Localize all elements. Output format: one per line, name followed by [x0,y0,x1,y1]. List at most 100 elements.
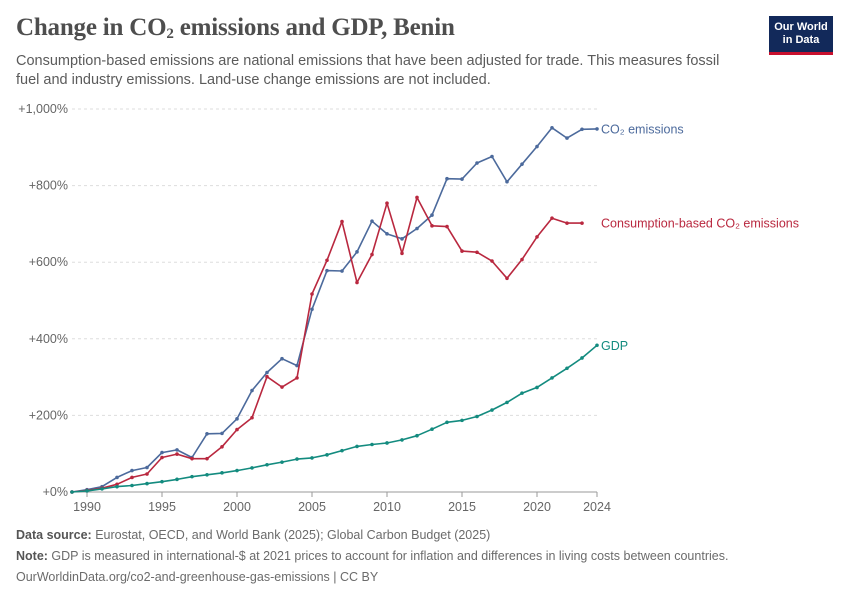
series-label-co-emissions: CO₂ emissions [601,122,684,136]
data-point [535,385,539,390]
owid-logo[interactable]: Our World in Data [769,16,833,55]
data-point [400,251,404,256]
data-point [565,366,569,371]
data-source: Data source: Eurostat, OECD, and World B… [16,528,491,542]
data-point [370,442,374,447]
data-point [220,445,224,449]
axis-labels: +0% +200% +400% +600% +800% +1,000% 1990 1995 20… [18,102,611,514]
data-point [160,450,164,455]
data-point [310,307,314,312]
data-point [520,162,524,166]
data-point [205,472,209,477]
data-point [340,219,344,224]
data-point [235,468,239,473]
data-point [145,472,149,476]
data-point [295,457,299,461]
data-point [100,487,104,491]
data-point [160,479,164,484]
data-point [535,144,539,149]
data-point [550,376,554,380]
x-tick-label: 1995 [148,500,176,514]
data-point [445,224,449,229]
data-point [250,388,254,393]
x-tick-label: 2005 [298,500,326,514]
data-point [445,420,449,425]
data-point [325,268,329,273]
data-point [430,224,434,228]
source-url[interactable]: OurWorldinData.org/co2-and-greenhouse-ga… [16,570,379,584]
data-point [595,127,599,131]
data-point [415,433,419,438]
data-point [460,177,464,181]
data-point [265,370,269,375]
series-lines [70,125,599,494]
data-point [175,448,179,452]
y-tick-label: +400% [29,332,68,346]
data-point [385,201,389,206]
data-point [235,427,239,432]
line-chart: +0% +200% +400% +600% +800% +1,000% 1990 1995 20… [18,102,799,514]
data-point [415,195,419,200]
data-point [220,431,224,436]
data-point [250,466,254,470]
chart-title: Change in CO2 emissions and GDP, Benin [16,14,455,42]
y-tick-label: +0% [43,485,68,499]
data-point [130,475,134,480]
data-point [145,465,149,470]
series-labels: CO₂ emissions Consumption-based CO₂ emiss… [601,122,799,352]
series-line-co-emissions [71,127,598,493]
data-point [115,475,119,480]
chart-subtitle: Consumption-based emissions are national… [16,53,720,88]
x-tick-label: 2010 [373,500,401,514]
y-tick-label: +200% [29,408,68,422]
series-line-gdp [71,344,598,493]
grid-lines [72,108,597,493]
data-point [430,427,434,431]
data-point [535,235,539,239]
data-point [490,259,494,263]
data-point [400,237,404,241]
data-point [460,418,464,423]
data-point [595,343,599,348]
data-point [505,400,509,405]
data-point [265,374,269,379]
data-point [385,441,389,445]
data-point [325,258,329,263]
data-point [280,460,284,464]
data-point [310,292,314,296]
data-point [580,127,584,132]
data-point [130,483,134,488]
data-point [295,376,299,380]
data-point [175,452,179,456]
data-point [235,417,239,421]
x-tick-label: 2020 [523,500,551,514]
x-tick-label: 2024 [583,500,611,514]
data-point [475,414,479,419]
x-tick-label: 2000 [223,500,251,514]
data-point [565,136,569,140]
data-point [280,385,284,389]
data-point [490,408,494,412]
data-point [475,250,479,255]
x-tick-label: 2015 [448,500,476,514]
data-point [445,176,449,181]
data-point [205,456,209,461]
data-point [280,356,284,361]
data-point [355,444,359,449]
data-point [160,455,164,460]
data-point [475,161,479,165]
data-point [310,456,314,460]
data-point [550,125,554,130]
data-point [220,471,224,475]
data-point [520,257,524,262]
data-point [340,448,344,453]
logo-line-2: in Data [782,34,820,46]
series-label-gdp: GDP [601,339,628,353]
data-point [505,276,509,281]
data-point [580,356,584,360]
data-point [70,490,74,494]
data-point [370,252,374,257]
y-tick-label: +1,000% [18,102,68,116]
data-point [265,463,269,467]
data-point [130,468,134,473]
